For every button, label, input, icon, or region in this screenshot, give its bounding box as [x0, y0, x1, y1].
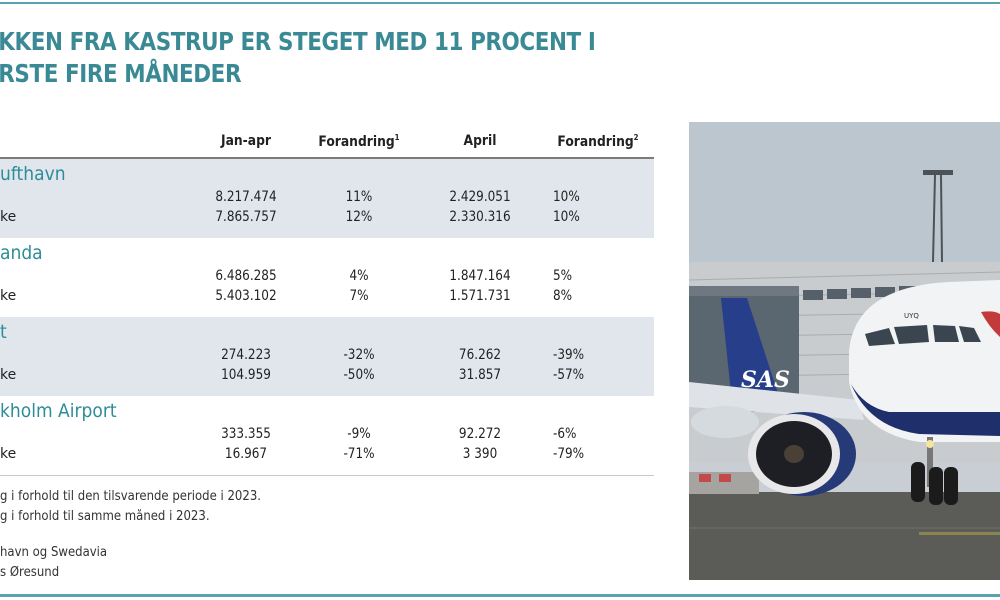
cell-change-1: -32%	[343, 347, 375, 363]
airport-name: kholm Airport	[0, 400, 117, 422]
table-bottom-rule	[0, 475, 654, 476]
cell-change-1: 12%	[345, 209, 373, 225]
footnote-2: g i forhold til samme måned i 2023.	[0, 509, 210, 524]
airport-name: t	[0, 321, 7, 343]
traffic-table: Jan-apr Forandring1 April Forandring2 uf…	[0, 124, 654, 476]
table-group: t ke 274.223 -32% 76.262 -39% 104.959 -5…	[0, 317, 654, 396]
cell-change-1: -9%	[347, 426, 371, 442]
cell-jan-apr: 104.959	[221, 367, 271, 383]
cell-change-2: 8%	[553, 288, 573, 304]
cell-jan-apr: 6.486.285	[215, 268, 277, 284]
cell-jan-apr: 333.355	[221, 426, 271, 442]
cell-april: 1.847.164	[449, 268, 511, 284]
cell-change-1: 4%	[349, 268, 369, 284]
footnote-1: g i forhold til den tilsvarende periode …	[0, 489, 261, 504]
cell-april: 76.262	[458, 347, 502, 363]
source-2: s Øresund	[0, 565, 60, 580]
aircraft-registration: UYQ	[904, 312, 919, 320]
wing	[689, 382, 864, 420]
header-change-1-text: Forandring	[318, 134, 395, 150]
title-line-1: KKEN FRA KASTRUP ER STEGET MED 11 PROCEN…	[0, 27, 596, 56]
cell-change-2: -39%	[553, 347, 585, 363]
outer-engine	[691, 406, 759, 438]
bottom-rule	[0, 594, 1000, 597]
cell-change-2: -6%	[553, 426, 577, 442]
cell-change-2: 10%	[553, 189, 580, 205]
row-label: ke	[0, 367, 17, 383]
sky	[689, 122, 1000, 272]
cell-jan-apr: 274.223	[221, 347, 271, 363]
airplane-fuselage: UYQ	[849, 280, 1000, 442]
cell-april: 3 390	[462, 446, 498, 462]
landing-gear	[911, 437, 958, 505]
cell-jan-apr: 7.865.757	[215, 209, 277, 225]
table-group: ufthavn ke 8.217.474 11% 2.429.051 10% 7…	[0, 159, 654, 238]
sas-tail	[721, 298, 784, 412]
cell-jan-apr: 8.217.474	[215, 189, 277, 205]
header-april: April	[463, 133, 497, 149]
cell-change-2: 10%	[553, 209, 580, 225]
header-change-2-text: Forandring	[557, 134, 634, 150]
footnotes: g i forhold til den tilsvarende periode …	[0, 487, 290, 583]
footnote-marker-2: 2	[633, 133, 639, 142]
footnote-marker-1: 1	[394, 133, 400, 142]
cell-jan-apr: 5.403.102	[215, 288, 277, 304]
engine	[748, 412, 856, 496]
row-label: ke	[0, 288, 17, 304]
table-header: Jan-apr Forandring1 April Forandring2	[0, 124, 654, 159]
cell-april: 31.857	[458, 367, 502, 383]
cell-jan-apr: 16.967	[224, 446, 268, 462]
light-mast-icon	[923, 170, 953, 263]
cell-april: 92.272	[458, 426, 502, 442]
header-change-1: Forandring1	[307, 133, 411, 150]
cell-change-2: 5%	[553, 268, 573, 284]
top-rule	[0, 2, 1000, 4]
table-group: anda ke 6.486.285 4% 1.847.164 5% 5.403.…	[0, 238, 654, 317]
airplane-illustration: SAS UYQ	[689, 122, 1000, 580]
row-label: ke	[0, 209, 17, 225]
tarmac	[689, 492, 1000, 580]
row-label: ke	[0, 446, 17, 462]
table-group: kholm Airport ke 333.355 -9% 92.272 -6% …	[0, 396, 654, 475]
cell-april: 2.429.051	[449, 189, 511, 205]
page-title: KKEN FRA KASTRUP ER STEGET MED 11 PROCEN…	[0, 26, 596, 90]
title-line-2: RSTE FIRE MÅNEDER	[0, 59, 242, 88]
airport-name: ufthavn	[0, 163, 66, 185]
cell-april: 1.571.731	[449, 288, 511, 304]
cell-change-2: -57%	[553, 367, 585, 383]
cell-change-1: 7%	[349, 288, 369, 304]
source-1: havn og Swedavia	[0, 545, 108, 560]
cell-change-1: -71%	[343, 446, 375, 462]
airport-photo: SAS UYQ	[689, 122, 1000, 580]
header-change-2: Forandring2	[549, 133, 648, 150]
cell-change-2: -79%	[553, 446, 585, 462]
airport-name: anda	[0, 242, 43, 264]
cell-change-1: -50%	[343, 367, 375, 383]
cell-change-1: 11%	[345, 189, 373, 205]
header-jan-apr: Jan-apr	[221, 133, 271, 149]
cell-april: 2.330.316	[449, 209, 511, 225]
